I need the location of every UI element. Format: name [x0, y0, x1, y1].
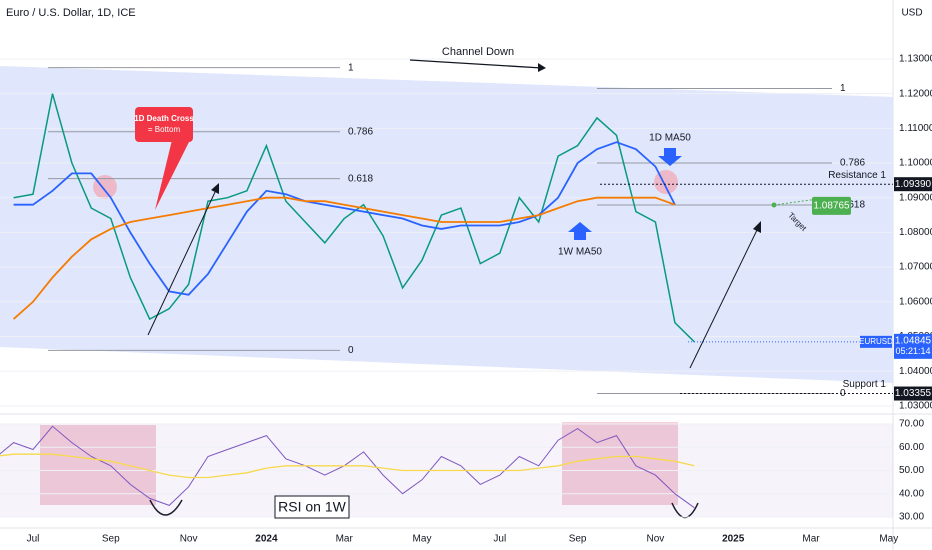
- fib-label: 1: [840, 83, 846, 94]
- series-line: [13, 93, 695, 343]
- last-price-box: [894, 333, 932, 359]
- y-tick-label: 1.07000: [899, 262, 932, 273]
- rsi-bottom-arc: [149, 499, 183, 516]
- y-tick-label: 1.12000: [899, 88, 932, 99]
- fib-label: 0: [840, 388, 846, 399]
- level-price: 1.09390: [895, 179, 932, 190]
- x-tick-label: May: [879, 534, 898, 545]
- level-price-box: [894, 177, 932, 192]
- x-tick-label: 2025: [722, 534, 745, 545]
- callout-text: 1D Death Cross: [134, 114, 194, 123]
- rsi-tick-label: 30.00: [899, 512, 924, 523]
- rsi-tick-label: 40.00: [899, 488, 924, 499]
- last-price-label: 1.04845: [895, 335, 932, 346]
- rsi-tick-label: 70.00: [899, 419, 924, 430]
- symbol-box: [860, 335, 892, 348]
- rsi-zone: [562, 422, 678, 505]
- level-price-box: [894, 386, 932, 401]
- countdown: 05:21:14: [895, 346, 930, 356]
- cross-marker: [93, 175, 117, 199]
- ma-label: 1W MA50: [558, 247, 602, 258]
- target-box: [812, 196, 851, 215]
- trend-arrow: [147, 189, 217, 336]
- channel: [0, 66, 893, 383]
- x-tick-label: Jul: [493, 534, 506, 545]
- fib-label: 0.618: [348, 173, 373, 184]
- cross-marker: [654, 170, 678, 194]
- fib-label: 0.786: [348, 126, 373, 137]
- arrow-head: [753, 221, 761, 233]
- chart-title: Euro / U.S. Dollar, 1D, ICE: [6, 7, 136, 19]
- y-tick-label: 1.04000: [899, 366, 932, 377]
- x-tick-label: Nov: [180, 534, 198, 545]
- arrow-head: [538, 63, 546, 72]
- callout: [135, 107, 193, 142]
- level-name: Resistance 1: [828, 170, 886, 181]
- rsi-bottom-arc: [671, 502, 699, 519]
- x-tick-label: May: [413, 534, 432, 545]
- target-line: [773, 197, 827, 206]
- x-tick-label: Nov: [647, 534, 665, 545]
- callout-text: = Bottom: [148, 125, 181, 134]
- x-tick-label: Mar: [336, 534, 354, 545]
- rsi-tick-label: 60.00: [899, 442, 924, 453]
- x-tick-label: 2024: [255, 534, 278, 545]
- y-tick-label: 1.10000: [899, 158, 932, 169]
- y-tick-label: 1.03000: [899, 400, 932, 411]
- arrow-head: [211, 183, 219, 194]
- fib-label: 0.618: [840, 200, 865, 211]
- fib-label: 1: [348, 62, 354, 73]
- y-tick-label: 1.13000: [899, 54, 932, 65]
- rsi-title: RSI on 1W: [278, 499, 346, 515]
- target-label: 1.08765: [813, 201, 850, 212]
- series-line: [13, 141, 676, 296]
- ma-label: 1D MA50: [649, 133, 691, 144]
- callout-pointer: [155, 140, 190, 210]
- x-tick-label: Sep: [569, 534, 587, 545]
- x-tick-label: Sep: [102, 534, 120, 545]
- fib-label: 0: [348, 345, 354, 356]
- trend-arrow: [689, 227, 759, 369]
- ma-arrow: [658, 148, 682, 166]
- rsi-title-box: [274, 495, 350, 519]
- level-price: 1.03355: [895, 388, 932, 399]
- fib-label: 0.786: [840, 158, 865, 169]
- ma-arrow: [568, 222, 592, 240]
- currency: USD: [901, 8, 922, 19]
- y-tick-label: 1.06000: [899, 296, 932, 307]
- series-line: [0, 453, 695, 479]
- channel-arrow: [409, 59, 543, 69]
- x-tick-label: Jul: [27, 534, 40, 545]
- x-tick-label: Mar: [802, 534, 820, 545]
- series-line: [13, 196, 676, 320]
- y-tick-label: 1.08000: [899, 227, 932, 238]
- channel-label: Channel Down: [442, 46, 514, 58]
- y-tick-label: 1.11000: [899, 123, 932, 134]
- symbol-label: EURUSD: [859, 337, 893, 346]
- y-tick-label: 1.09000: [899, 192, 932, 203]
- rsi-zone: [40, 425, 156, 505]
- rsi-tick-label: 50.00: [899, 465, 924, 476]
- level-name: Support 1: [843, 379, 887, 390]
